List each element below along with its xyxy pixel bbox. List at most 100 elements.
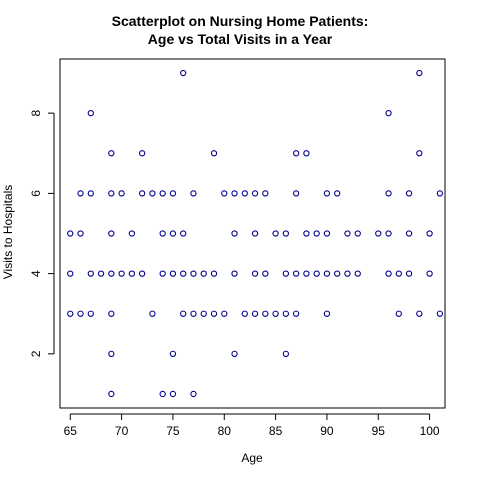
x-tick-label: 100 — [420, 424, 440, 438]
data-point — [138, 190, 146, 197]
data-point — [169, 270, 177, 277]
data-point — [272, 230, 279, 237]
data-point — [375, 230, 382, 237]
data-point — [292, 150, 300, 157]
data-point — [77, 310, 84, 317]
data-point — [180, 69, 187, 77]
data-point — [149, 310, 156, 317]
data-point — [313, 230, 320, 237]
data-point — [231, 270, 238, 277]
data-point — [108, 190, 115, 197]
x-tick-label: 80 — [218, 424, 232, 438]
y-tick-label: 8 — [29, 109, 43, 116]
data-point — [159, 190, 166, 197]
data-point — [395, 310, 402, 317]
data-point — [190, 310, 197, 317]
data-point — [180, 230, 187, 237]
data-point — [303, 230, 310, 237]
data-point — [426, 270, 433, 277]
data-point — [108, 390, 115, 398]
data-point — [395, 270, 402, 277]
x-tick-label: 70 — [115, 424, 129, 438]
y-tick-label: 6 — [29, 190, 43, 197]
y-tick-label: 4 — [29, 270, 43, 277]
data-point — [272, 310, 279, 317]
data-point — [323, 310, 331, 317]
data-point — [200, 310, 207, 317]
data-point — [67, 270, 74, 277]
data-point — [180, 310, 187, 317]
data-point — [97, 270, 105, 277]
plot-frame — [59, 58, 446, 409]
data-point — [416, 150, 423, 157]
data-point — [313, 270, 320, 277]
data-point — [344, 230, 351, 237]
data-point — [108, 270, 115, 277]
data-point — [251, 190, 259, 197]
data-point — [108, 310, 115, 317]
data-point — [149, 190, 156, 197]
x-axis-label: Age — [241, 451, 263, 465]
x-tick-label: 90 — [320, 424, 334, 438]
data-point — [251, 270, 259, 277]
data-point — [221, 310, 228, 317]
data-point — [231, 350, 238, 357]
data-point — [426, 230, 433, 237]
x-tick-label: 95 — [372, 424, 386, 438]
data-point — [262, 270, 269, 277]
data-point — [251, 230, 259, 237]
data-point — [231, 190, 238, 197]
data-point — [108, 230, 115, 237]
data-point — [169, 350, 177, 357]
data-point — [200, 270, 207, 277]
data-point — [405, 230, 413, 237]
chart-subtitle: Age vs Total Visits in a Year — [148, 31, 333, 47]
data-point — [77, 230, 84, 237]
y-axis: 2 4 6 8 — [29, 109, 55, 357]
data-point — [416, 69, 423, 77]
data-point — [303, 150, 310, 157]
data-point — [210, 150, 218, 157]
data-point — [87, 270, 94, 277]
chart-title: Scatterplot on Nursing Home Patients: — [112, 13, 369, 29]
data-point — [190, 390, 197, 398]
data-point — [159, 230, 166, 237]
data-point — [241, 310, 248, 317]
data-point — [282, 310, 290, 317]
data-point — [323, 270, 331, 277]
data-point — [210, 270, 218, 277]
data-point — [108, 150, 115, 157]
data-point — [190, 270, 197, 277]
data-point — [354, 230, 361, 237]
data-point — [405, 270, 413, 277]
data-point — [405, 190, 413, 197]
data-point — [282, 350, 290, 357]
data-point — [385, 110, 392, 117]
data-point — [128, 270, 136, 277]
data-point — [67, 310, 74, 317]
data-point — [323, 190, 331, 197]
data-point — [344, 270, 351, 277]
data-point — [385, 270, 392, 277]
data-point — [118, 190, 125, 197]
y-axis-label: Visits to Hospitals — [1, 185, 15, 279]
data-point — [138, 150, 146, 157]
x-tick-label: 65 — [64, 424, 78, 438]
data-point — [128, 230, 136, 237]
data-point — [77, 190, 84, 197]
data-points — [67, 69, 444, 398]
data-point — [282, 230, 290, 237]
data-point — [87, 110, 94, 117]
data-point — [436, 190, 444, 197]
data-point — [169, 390, 177, 398]
data-point — [159, 390, 166, 398]
data-point — [180, 270, 187, 277]
data-point — [292, 190, 300, 197]
data-point — [323, 230, 331, 237]
data-point — [67, 230, 74, 237]
data-point — [251, 310, 259, 317]
data-point — [190, 190, 197, 197]
data-point — [354, 270, 361, 277]
data-point — [241, 190, 248, 197]
